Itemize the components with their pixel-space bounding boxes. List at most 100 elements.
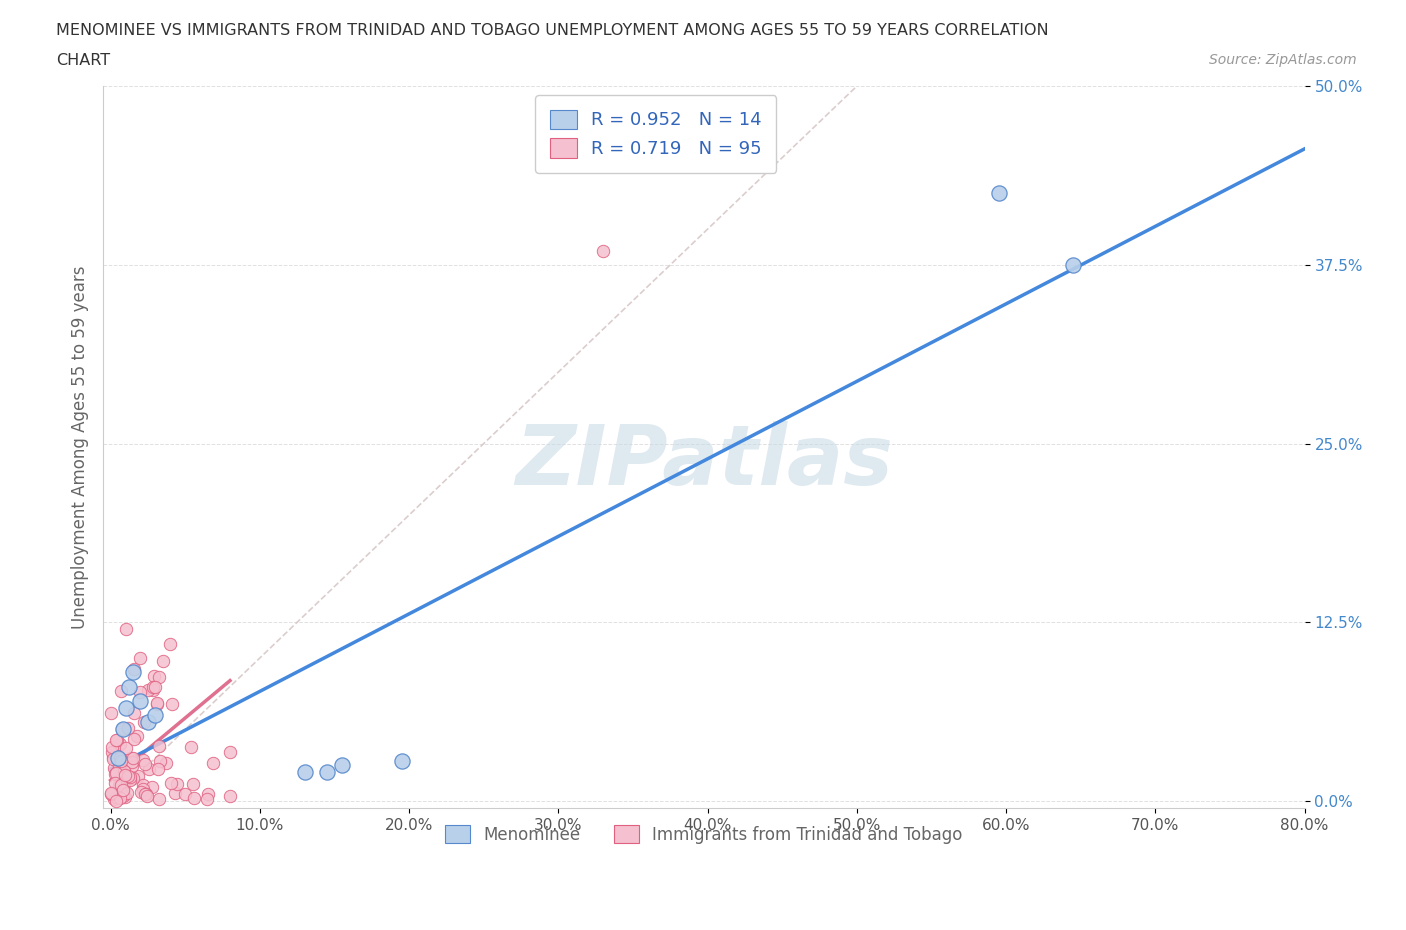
- Point: [104, 776, 127, 790]
- Point: [316, 764, 339, 779]
- Point: [148, 791, 170, 806]
- Point: [131, 777, 153, 792]
- Point: [121, 770, 143, 785]
- Point: [105, 765, 128, 780]
- Y-axis label: Unemployment Among Ages 55 to 59 years: Unemployment Among Ages 55 to 59 years: [72, 265, 89, 629]
- Point: [180, 739, 202, 754]
- Point: [114, 756, 136, 771]
- Point: [114, 790, 136, 804]
- Point: [149, 753, 172, 768]
- Point: [121, 759, 143, 774]
- Point: [104, 767, 127, 782]
- Point: [195, 791, 218, 806]
- Point: [122, 661, 145, 676]
- Point: [131, 785, 153, 800]
- Point: [160, 776, 183, 790]
- Point: [143, 669, 166, 684]
- Point: [155, 756, 177, 771]
- Point: [114, 764, 136, 778]
- Point: [145, 679, 167, 694]
- Point: [101, 739, 124, 754]
- Point: [152, 653, 174, 668]
- Point: [174, 787, 197, 802]
- Point: [112, 782, 135, 797]
- Legend: Menominee, Immigrants from Trinidad and Tobago: Menominee, Immigrants from Trinidad and …: [439, 818, 969, 850]
- Point: [141, 779, 163, 794]
- Point: [110, 684, 132, 698]
- Point: [117, 679, 139, 694]
- Point: [104, 793, 127, 808]
- Point: [103, 760, 125, 775]
- Point: [105, 790, 128, 805]
- Point: [114, 622, 136, 637]
- Point: [135, 787, 157, 802]
- Point: [127, 729, 149, 744]
- Point: [110, 791, 132, 806]
- Point: [219, 745, 242, 760]
- Point: [120, 751, 142, 765]
- Point: [148, 762, 170, 777]
- Point: [132, 781, 155, 796]
- Point: [148, 670, 170, 684]
- Point: [136, 683, 159, 698]
- Point: [100, 744, 122, 759]
- Point: [112, 789, 135, 804]
- Point: [107, 777, 129, 792]
- Point: [118, 770, 141, 785]
- Point: [103, 791, 125, 806]
- Point: [118, 772, 141, 787]
- Point: [117, 721, 139, 736]
- Point: [111, 722, 134, 737]
- Point: [146, 696, 169, 711]
- Point: [100, 786, 122, 801]
- Text: CHART: CHART: [56, 53, 110, 68]
- Point: [592, 243, 614, 258]
- Point: [100, 787, 122, 802]
- Point: [987, 186, 1010, 201]
- Point: [122, 732, 145, 747]
- Point: [142, 679, 165, 694]
- Point: [219, 789, 242, 804]
- Point: [166, 777, 188, 791]
- Point: [105, 732, 128, 747]
- Point: [183, 777, 205, 791]
- Point: [121, 754, 143, 769]
- Point: [112, 777, 135, 791]
- Point: [145, 697, 167, 711]
- Point: [115, 740, 138, 755]
- Point: [105, 764, 128, 779]
- Point: [201, 755, 224, 770]
- Point: [141, 683, 163, 698]
- Point: [183, 790, 205, 805]
- Point: [105, 733, 128, 748]
- Point: [132, 752, 155, 767]
- Point: [165, 785, 187, 800]
- Point: [122, 665, 145, 680]
- Point: [129, 694, 152, 709]
- Point: [110, 753, 132, 768]
- Point: [1062, 258, 1084, 272]
- Point: [101, 752, 124, 767]
- Point: [127, 769, 149, 784]
- Point: [330, 758, 353, 773]
- Point: [145, 708, 167, 723]
- Text: MENOMINEE VS IMMIGRANTS FROM TRINIDAD AND TOBAGO UNEMPLOYMENT AMONG AGES 55 TO 5: MENOMINEE VS IMMIGRANTS FROM TRINIDAD AN…: [56, 23, 1049, 38]
- Point: [132, 715, 155, 730]
- Point: [294, 764, 316, 779]
- Point: [391, 753, 413, 768]
- Point: [103, 787, 125, 802]
- Point: [114, 767, 136, 782]
- Point: [138, 762, 160, 777]
- Point: [136, 789, 159, 804]
- Point: [162, 697, 184, 711]
- Point: [114, 700, 136, 715]
- Text: ZIPatlas: ZIPatlas: [515, 421, 893, 502]
- Point: [148, 738, 170, 753]
- Point: [110, 778, 132, 793]
- Point: [124, 706, 146, 721]
- Point: [129, 651, 152, 666]
- Point: [136, 715, 159, 730]
- Point: [114, 769, 136, 784]
- Point: [107, 751, 129, 765]
- Point: [117, 769, 139, 784]
